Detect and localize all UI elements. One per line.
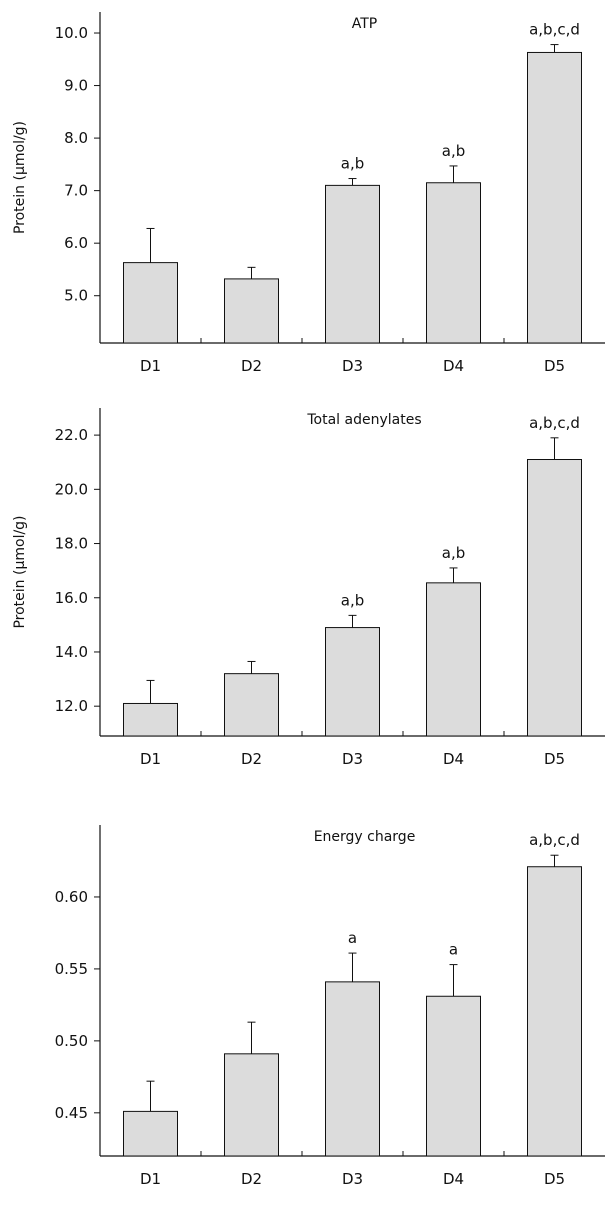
significance-label: a,b	[442, 544, 465, 562]
bar-d2	[224, 278, 279, 344]
y-tick-label: 0.60	[55, 888, 88, 906]
y-tick-label: 7.0	[64, 182, 88, 200]
chart-panel-2: Total adenylates 12.0 14.0 16.0 18.0 20.0 22.0…	[12, 408, 605, 768]
chart-panel-3: Energy charge 0.45 0.50 0.55 0.60 D1 D2 a D3 a D4 a…	[55, 825, 605, 1188]
y-tick-label: 16.0	[55, 589, 88, 607]
bar-d3	[325, 627, 380, 737]
chart-title: Total adenylates	[306, 412, 421, 428]
x-tick-label: D5	[544, 357, 565, 375]
x-tick-label: D3	[342, 1170, 363, 1188]
chart-title: Energy charge	[314, 829, 416, 845]
y-tick-label: 20.0	[55, 480, 88, 498]
x-tick-label: D1	[140, 1170, 161, 1188]
y-tick-label: 9.0	[64, 77, 88, 95]
significance-label: a,b,c,d	[529, 414, 580, 432]
bar-d1	[123, 1110, 178, 1157]
chart-title: ATP	[352, 16, 377, 32]
x-tick-label: D4	[443, 357, 464, 375]
significance-label: a,b	[341, 591, 364, 609]
significance-label: a	[348, 929, 357, 947]
bar-d1	[123, 262, 178, 344]
bar-d5	[527, 866, 582, 1157]
bar-d3	[325, 184, 380, 344]
y-tick-label: 18.0	[55, 535, 88, 553]
x-tick-label: D2	[241, 750, 262, 768]
significance-label: a,b,c,d	[529, 21, 580, 39]
y-tick-label: 10.0	[55, 24, 88, 42]
y-tick-label: 0.50	[55, 1032, 88, 1050]
y-tick-label: 0.55	[55, 960, 88, 978]
x-tick-label: D4	[443, 750, 464, 768]
significance-label: a,b,c,d	[529, 831, 580, 849]
significance-label: a	[449, 941, 458, 959]
bar-d4	[426, 182, 481, 344]
x-tick-label: D4	[443, 1170, 464, 1188]
x-tick-label: D2	[241, 1170, 262, 1188]
significance-label: a,b	[341, 155, 364, 173]
y-axis-label: Protein (μmol/g)	[12, 121, 28, 234]
bar-d2	[224, 1053, 279, 1157]
y-tick-label: 22.0	[55, 426, 88, 444]
bar-d3	[325, 981, 380, 1157]
x-tick-label: D3	[342, 357, 363, 375]
y-axis-label: Protein (μmol/g)	[12, 515, 28, 628]
x-tick-label: D1	[140, 357, 161, 375]
significance-label: a,b	[442, 142, 465, 160]
y-tick-label: 5.0	[64, 287, 88, 305]
y-tick-label: 14.0	[55, 643, 88, 661]
bar-d5	[527, 459, 582, 737]
x-tick-label: D5	[544, 750, 565, 768]
y-tick-label: 12.0	[55, 697, 88, 715]
bar-d4	[426, 582, 481, 737]
bar-d1	[123, 702, 178, 737]
y-tick-label: 0.45	[55, 1104, 88, 1122]
bar-d4	[426, 995, 481, 1157]
x-tick-label: D1	[140, 750, 161, 768]
y-tick-label: 6.0	[64, 234, 88, 252]
y-tick-label: 8.0	[64, 129, 88, 147]
x-tick-label: D5	[544, 1170, 565, 1188]
x-tick-label: D3	[342, 750, 363, 768]
bar-d2	[224, 673, 279, 737]
bar-d5	[527, 51, 582, 344]
x-tick-label: D2	[241, 357, 262, 375]
chart-panel-1: ATP 5.0 6.0 7.0 8.0 9.0 10.0 Protein (μmol/g) D1…	[12, 12, 605, 375]
